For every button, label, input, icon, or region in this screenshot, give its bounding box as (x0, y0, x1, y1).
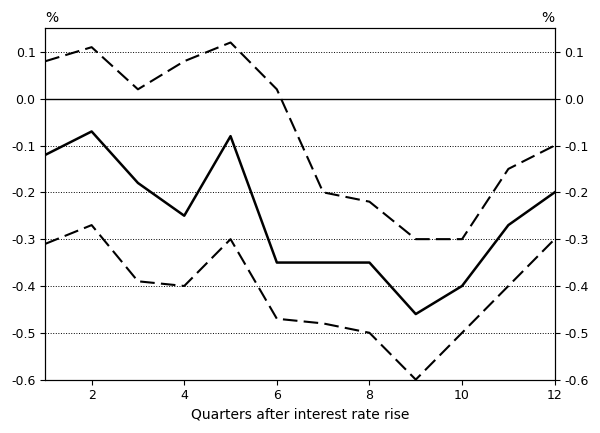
X-axis label: Quarters after interest rate rise: Quarters after interest rate rise (191, 408, 409, 422)
Text: %: % (542, 11, 554, 25)
Text: %: % (46, 11, 58, 25)
